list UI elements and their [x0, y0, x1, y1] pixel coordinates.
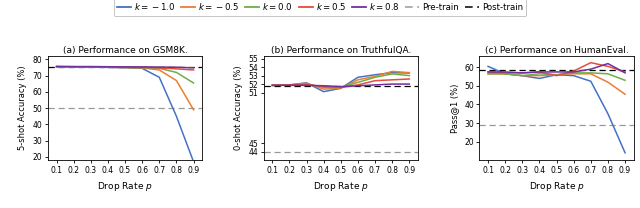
- Y-axis label: Pass@1 (%): Pass@1 (%): [450, 83, 459, 133]
- Y-axis label: 5-shot Accuracy (%): 5-shot Accuracy (%): [18, 66, 27, 150]
- X-axis label: Drop Rate $p$: Drop Rate $p$: [97, 180, 153, 193]
- Title: (b) Performance on TruthfulQA.: (b) Performance on TruthfulQA.: [271, 46, 411, 55]
- Title: (c) Performance on HumanEval.: (c) Performance on HumanEval.: [484, 46, 628, 55]
- Y-axis label: 0-shot Accuracy (%): 0-shot Accuracy (%): [234, 66, 243, 150]
- Title: (a) Performance on GSM8K.: (a) Performance on GSM8K.: [63, 46, 188, 55]
- Legend: $k=-1.0$, $k=-0.5$, $k=0.0$, $k=0.5$, $k=0.8$, Pre-train, Post-train: $k=-1.0$, $k=-0.5$, $k=0.0$, $k=0.5$, $k…: [114, 0, 526, 16]
- X-axis label: Drop Rate $p$: Drop Rate $p$: [313, 180, 369, 193]
- X-axis label: Drop Rate $p$: Drop Rate $p$: [529, 180, 584, 193]
